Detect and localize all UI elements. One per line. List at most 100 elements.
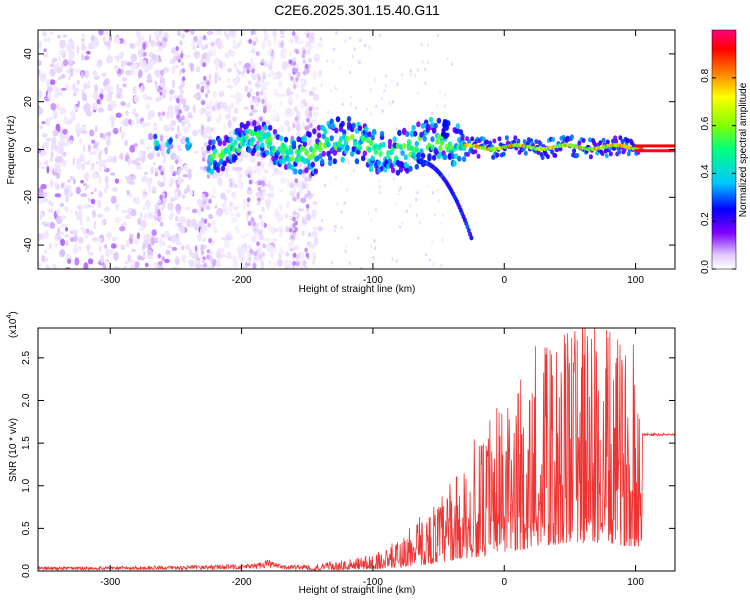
spectrogram-cell — [214, 205, 218, 209]
spectrogram-cell — [243, 106, 249, 110]
spectrogram-cell — [405, 131, 410, 137]
spectrogram-cell — [288, 242, 294, 249]
spectrogram-cell — [181, 68, 186, 74]
spectrogram-cell — [90, 40, 97, 50]
spectrogram-cell — [155, 261, 159, 269]
spectrogram-cell — [54, 234, 58, 242]
spectrogram-cell — [249, 154, 256, 164]
spectrogram-cell — [142, 194, 147, 199]
spectrogram-cell — [391, 78, 394, 83]
spectrogram-cell — [224, 169, 229, 176]
spectrogram-cell — [181, 76, 186, 82]
spectrogram-cell — [257, 97, 261, 103]
spectrogram-cell — [45, 118, 51, 126]
spectrogram-cell — [424, 67, 427, 72]
spectrogram-cell — [235, 212, 241, 218]
spectrogram-cell — [205, 192, 209, 198]
spectrogram-cell — [49, 31, 54, 35]
spectrogram-cell — [312, 147, 317, 154]
spectrogram-cell — [253, 97, 257, 103]
spectrogram-cell — [263, 105, 267, 111]
spectrogram-cell — [308, 90, 315, 96]
spectrogram-cell — [207, 222, 211, 228]
x-tick-label: -300 — [100, 577, 120, 588]
spectrogram-cell — [351, 54, 354, 59]
spectrogram-cell — [320, 218, 324, 223]
spectrogram-cell — [416, 121, 421, 128]
spectrogram-cell — [64, 233, 70, 238]
spectrogram-cell — [176, 113, 181, 119]
spectrogram-cell — [83, 203, 89, 210]
spectrogram-cell — [273, 247, 277, 254]
spectrogram-cell — [484, 139, 489, 145]
spectrogram-cell — [167, 202, 174, 211]
spectrogram-cell — [295, 261, 300, 267]
spectrogram-cell — [329, 118, 334, 125]
spectrogram-cell — [294, 105, 298, 111]
spectrogram-cell — [424, 252, 428, 257]
spectrogram-cell — [368, 45, 371, 50]
spectrogram-cell — [209, 98, 214, 105]
spectrogram-cell — [276, 170, 284, 175]
spectrogram-cell — [73, 178, 76, 185]
spectrogram-cell — [267, 39, 272, 47]
spectrogram-cell — [52, 263, 57, 269]
spectrogram-cell — [116, 33, 120, 39]
spectrogram-cell — [177, 189, 182, 198]
spectrogram-cell — [131, 108, 137, 116]
spectrogram-cell — [253, 75, 257, 81]
spectrogram-cell — [65, 43, 73, 53]
spectrogram-cell — [516, 138, 521, 144]
spectrogram-cell — [326, 110, 330, 115]
spectrogram-cell — [437, 199, 441, 203]
spectrogram-cell — [80, 226, 85, 232]
spectrogram-cell — [95, 161, 99, 165]
spectrogram-cell — [295, 93, 300, 99]
spectrogram-cell — [125, 69, 132, 76]
spectrogram-cell — [402, 143, 407, 149]
spectrogram-cell — [405, 209, 408, 214]
spectrogram-cell — [338, 66, 341, 71]
spectrogram-cell — [110, 243, 117, 249]
spectrogram-cell — [204, 44, 209, 49]
spectrogram-cell — [144, 199, 151, 208]
spectrogram-cell — [365, 137, 371, 144]
spectrogram-cell — [93, 187, 97, 193]
spectrogram-cell — [108, 155, 115, 163]
spectrogram-cell — [279, 158, 284, 165]
spectrogram-cell — [284, 213, 288, 219]
spectrogram-cell — [354, 158, 360, 165]
spectrogram-cell — [312, 128, 317, 135]
spectrogram-cell — [153, 126, 158, 131]
spectrogram-cell — [169, 165, 175, 174]
spectrogram-cell — [203, 218, 208, 224]
spectrogram-cell — [135, 162, 141, 167]
spectrogram-cell — [239, 179, 242, 188]
spectrogram-cell — [200, 85, 205, 91]
spectrogram-cell — [216, 162, 221, 169]
spectrogram-cell — [62, 59, 69, 67]
spectrogram-cell — [104, 244, 108, 249]
spectrogram-cell — [80, 193, 88, 198]
spectrogram-cell — [201, 133, 209, 140]
spectrogram-cell — [368, 166, 374, 173]
spectrogram-cell — [227, 67, 233, 73]
colorbar-gradient — [711, 29, 737, 270]
spectrogram-cell — [91, 102, 98, 110]
spectrogram-cell — [331, 123, 336, 129]
spectrogram-cell — [56, 209, 60, 216]
spectrogram-cell — [309, 119, 316, 124]
spectrogram-cell — [385, 74, 388, 78]
spectrogram-cell — [187, 115, 194, 119]
spectrogram-cell — [402, 127, 407, 134]
spectrogram-cell — [361, 136, 366, 143]
spectrogram-cell — [348, 261, 351, 266]
spectrogram-cell — [151, 54, 157, 61]
spectrogram-cell — [230, 102, 235, 108]
spectrogram-cell — [184, 30, 190, 33]
spectrogram-cell — [206, 254, 210, 260]
spectrogram-cell — [203, 75, 207, 81]
spectrogram-cell — [495, 152, 500, 158]
spectrogram-cell — [261, 252, 266, 258]
spectrogram-cell — [264, 168, 269, 174]
